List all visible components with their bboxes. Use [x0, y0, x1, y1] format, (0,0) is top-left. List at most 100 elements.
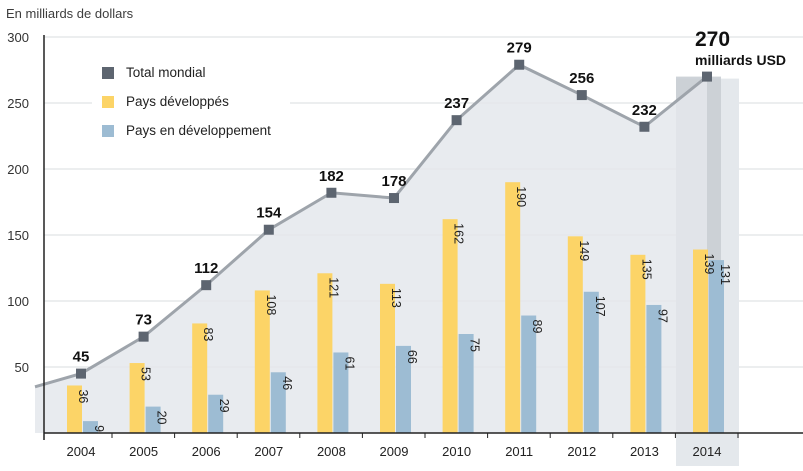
bar-developing-2005 [145, 406, 161, 433]
bar-developing-2009 [396, 345, 411, 433]
total-marker-2010 [451, 115, 462, 126]
bar-label-developing-2008: 61 [342, 356, 356, 370]
x-tick-label-2004: 2004 [67, 444, 96, 459]
x-tick-label-2010: 2010 [442, 444, 471, 459]
total-label-2012: 256 [569, 70, 594, 87]
bar-label-developed-2011: 190 [514, 186, 528, 207]
bar-developed-2004 [67, 385, 82, 433]
total-marker-2004 [76, 368, 86, 379]
x-tick-label-2013: 2013 [630, 444, 659, 459]
total-marker-2009 [389, 193, 399, 204]
bar-developed-2013 [630, 254, 646, 433]
bar-developing-2006 [208, 394, 224, 433]
bar-label-developed-2004: 36 [76, 389, 90, 403]
bar-developed-2006 [192, 323, 208, 433]
y-axis-unit-label: En milliards de dollars [6, 6, 134, 21]
bar-developing-2012 [583, 291, 599, 433]
y-tick-label: 100 [7, 294, 29, 309]
x-tick-label-2005: 2005 [129, 444, 158, 459]
bar-label-developed-2007: 108 [264, 294, 278, 315]
bar-label-developed-2009: 113 [389, 288, 403, 308]
total-label-2007: 154 [256, 205, 282, 222]
bar-developed-2010 [442, 219, 458, 433]
bar-label-developing-2006: 29 [217, 399, 231, 413]
bar-label-developed-2013: 135 [639, 259, 653, 280]
legend-label-total: Total mondial [126, 65, 206, 80]
labels: 36 9 53 20 83 29 108 46 121 61 113 66 162 75 190 89 149 1… [73, 28, 786, 432]
total-label-2004: 45 [73, 349, 90, 366]
total-label-2009: 178 [381, 173, 406, 190]
highlight-unit: milliards USD [695, 52, 786, 68]
bar-label-developed-2005: 53 [139, 367, 153, 381]
bar-developing-2010 [458, 334, 474, 433]
bar-developed-2011 [505, 182, 521, 433]
y-tick-label: 50 [15, 360, 29, 375]
total-line [34, 59, 712, 389]
legend-swatch-total [102, 66, 114, 79]
bar-developing-2007 [270, 372, 286, 433]
bar-developed-2005 [129, 363, 145, 433]
y-tick-label: 300 [7, 30, 29, 45]
bar-label-developed-2012: 149 [577, 240, 591, 261]
legend-swatch-developing [102, 124, 114, 137]
total-marker-2013 [639, 121, 650, 132]
total-marker-2005 [138, 331, 149, 342]
legend-swatch-developed [102, 95, 114, 108]
axes: 50 100 150 200 250 300 2004 2005 2006 2007 2008 200… [7, 30, 803, 459]
bar-label-developing-2007: 46 [280, 376, 294, 390]
bar-label-developed-2006: 83 [201, 327, 215, 341]
bar-developing-2004 [83, 421, 98, 433]
bar-label-developing-2010: 75 [468, 338, 482, 352]
total-line-path [34, 62, 708, 389]
highlight-value: 270 [695, 28, 730, 51]
bars [67, 182, 724, 433]
total-label-2005: 73 [135, 312, 152, 329]
total-marker-2011 [514, 59, 525, 70]
bar-label-developing-2009: 66 [405, 350, 419, 364]
x-tick-label-2007: 2007 [254, 444, 283, 459]
legend-item-total: Total mondial [102, 65, 206, 80]
legend-label-developing: Pays en développement [126, 123, 271, 138]
x-tick-label-2006: 2006 [192, 444, 221, 459]
total-label-2008: 182 [319, 168, 344, 185]
x-tick-label-2011: 2011 [505, 444, 533, 459]
bar-developed-2009 [380, 283, 395, 433]
bar-label-developing-2012: 107 [593, 296, 607, 317]
bar-developed-2008 [317, 273, 333, 433]
total-label-2011: 279 [507, 40, 532, 57]
total-marker-2014 [702, 71, 712, 82]
bar-label-developing-2005: 20 [155, 411, 169, 425]
legend-item-developing: Pays en développement [102, 123, 271, 138]
total-marker-2007 [263, 224, 274, 235]
x-tick-label-2012: 2012 [567, 444, 596, 459]
bar-label-developing-2004: 9 [92, 425, 106, 432]
total-marker-2006 [201, 280, 212, 291]
bar-label-developing-2013: 97 [655, 309, 669, 323]
legend: Total mondial Pays développés Pays en dé… [92, 53, 290, 151]
legend-item-developed: Pays développés [102, 94, 229, 109]
bar-developing-2013 [646, 304, 662, 433]
bar-label-developed-2008: 121 [326, 277, 340, 298]
total-marker-2008 [326, 187, 337, 198]
y-tick-label: 150 [7, 228, 29, 243]
bar-developed-2014 [693, 249, 708, 433]
bar-label-developing-2011: 89 [530, 320, 544, 334]
x-tick-label-2008: 2008 [317, 444, 346, 459]
x-tick-label-2014: 2014 [693, 444, 722, 459]
total-marker-2012 [576, 90, 587, 101]
legend-label-developed: Pays développés [126, 94, 229, 109]
bar-developing-2008 [333, 352, 349, 433]
bar-developed-2007 [254, 290, 270, 433]
bar-developed-2012 [567, 236, 583, 433]
x-tick-label-2009: 2009 [380, 444, 409, 459]
total-label-2013: 232 [632, 102, 657, 119]
bar-developing-2011 [521, 315, 537, 433]
y-tick-label: 200 [7, 162, 29, 177]
bar-label-developed-2014: 139 [702, 254, 716, 275]
bar-label-developing-2014: 131 [718, 264, 732, 285]
bar-developing-2014 [709, 260, 724, 433]
bar-label-developed-2010: 162 [452, 223, 466, 244]
total-label-2010: 237 [444, 95, 469, 112]
y-tick-label: 250 [7, 96, 29, 111]
